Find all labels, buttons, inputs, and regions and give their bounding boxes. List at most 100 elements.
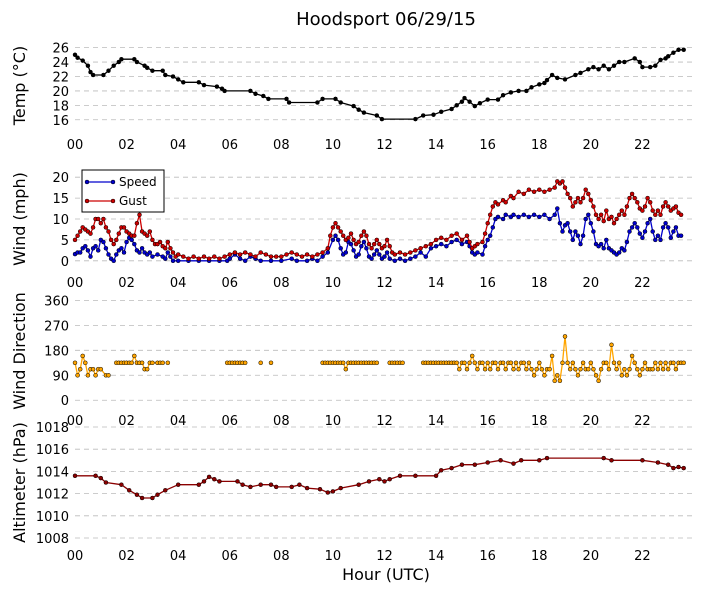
series-1-point <box>578 70 583 76</box>
series-1-point <box>508 360 514 366</box>
series-1-point <box>289 484 294 490</box>
gust-point <box>542 189 547 195</box>
series-1-point <box>482 366 488 372</box>
speed-point <box>121 250 127 255</box>
series-1-point <box>616 360 622 366</box>
legend-marker <box>84 179 90 185</box>
gust-point <box>348 231 354 236</box>
gust-point <box>170 250 176 255</box>
x-tick-label: 22 <box>634 549 651 564</box>
gust-point <box>609 214 614 220</box>
speed-point <box>459 241 465 247</box>
series-1-point <box>518 458 524 463</box>
speed-point <box>418 250 423 255</box>
series-1-point <box>374 360 380 366</box>
gust-point <box>611 220 617 226</box>
speed-point <box>279 258 284 264</box>
x-tick-label: 02 <box>118 138 135 153</box>
x-tick-label: 02 <box>118 414 135 429</box>
series-1-point <box>560 360 565 366</box>
gust-point <box>106 229 111 234</box>
x-tick-label: 00 <box>67 414 84 429</box>
x-tick-label: 08 <box>273 414 290 429</box>
chart-title: Hoodsport 06/29/15 <box>296 9 476 30</box>
speed-point <box>119 246 124 251</box>
series-1-point <box>72 473 78 479</box>
series-1-point <box>487 366 493 372</box>
x-tick-label: 16 <box>479 138 496 153</box>
series-1-point <box>150 360 155 366</box>
legend-label: Gust <box>119 194 147 208</box>
speed-point <box>371 252 377 257</box>
gust-point <box>212 254 217 259</box>
gust-point <box>72 237 78 243</box>
series-1-point <box>642 360 648 366</box>
series-1-point <box>676 464 681 470</box>
series-1-point <box>570 360 576 366</box>
gust-point <box>408 250 413 255</box>
y-tick-label: 0 <box>61 255 69 270</box>
gust-point <box>232 250 238 255</box>
speed-point <box>163 256 168 261</box>
series-1-point <box>449 106 454 112</box>
series-1-point <box>622 59 627 65</box>
series-1-point <box>382 479 387 484</box>
speed-point <box>537 214 542 220</box>
gust-point <box>175 252 181 257</box>
gust-point <box>114 237 119 243</box>
series-1-point <box>537 458 542 463</box>
series-1-point <box>132 353 137 359</box>
series-1-point <box>485 460 490 465</box>
speed-point <box>93 243 98 249</box>
series-1-point <box>655 460 661 465</box>
speed-point <box>88 254 93 259</box>
y-tick-label: 15 <box>52 192 69 207</box>
speed-point <box>315 258 320 264</box>
speed-point <box>503 212 508 218</box>
speed-point <box>387 256 392 261</box>
x-tick-label: 06 <box>221 549 238 564</box>
series-1-point <box>98 475 104 481</box>
series-1-point <box>542 373 547 378</box>
gust-point <box>217 256 222 261</box>
series-1-point <box>72 52 78 58</box>
speed-point <box>588 220 594 226</box>
gust-point <box>475 241 480 247</box>
series-1-point <box>609 458 614 463</box>
speed-point <box>482 243 488 249</box>
gust-point <box>237 252 243 257</box>
x-tick-label: 04 <box>170 276 187 291</box>
series-1-point <box>537 82 542 87</box>
gust-point <box>640 208 645 213</box>
speed-point <box>552 212 557 218</box>
speed-point <box>555 206 560 211</box>
series-1-point <box>555 75 560 81</box>
speed-point <box>570 237 576 243</box>
gust-point <box>242 250 248 255</box>
gust-point <box>325 246 331 251</box>
gust-point <box>570 204 576 209</box>
speed-point <box>304 258 310 264</box>
gust-point <box>591 204 596 209</box>
x-tick-label: 18 <box>531 138 548 153</box>
gust-point <box>263 252 269 257</box>
speed-point <box>374 248 380 253</box>
speed-point <box>660 225 666 230</box>
x-tick-label: 04 <box>170 549 187 564</box>
x-tick-label: 12 <box>376 414 393 429</box>
speed-point <box>129 237 134 243</box>
speed-point <box>637 231 643 236</box>
series-1-point <box>529 366 534 372</box>
series-1-point <box>467 99 472 104</box>
speed-point <box>591 229 596 234</box>
speed-point <box>678 233 684 238</box>
series-1-point <box>85 63 91 68</box>
gust-point <box>377 241 382 247</box>
series-1-point <box>217 479 222 484</box>
speed-point <box>335 237 341 243</box>
series-1-point <box>222 88 227 94</box>
series-1-point <box>129 360 134 366</box>
x-tick-label: 20 <box>583 414 600 429</box>
gust-point <box>150 237 155 243</box>
speed-point <box>111 258 116 264</box>
